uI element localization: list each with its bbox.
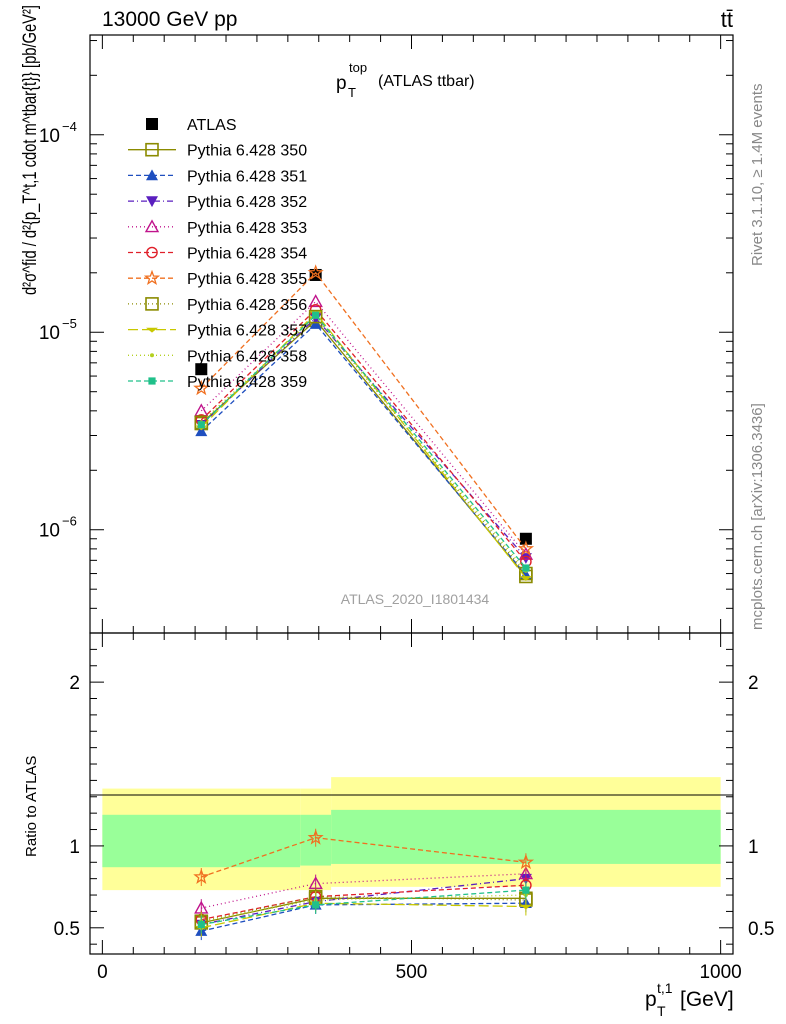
legend-label-5: Pythia 6.428 354 — [187, 246, 307, 263]
main-point-7-1 — [308, 309, 323, 324]
legend-marker-8 — [146, 327, 158, 333]
main-point-8-2 — [519, 576, 532, 581]
ratio-ylabel: Ratio to ATLAS — [23, 756, 40, 857]
x-axis-label-sup: t,1 — [657, 980, 673, 996]
legend-label-0: ATLAS — [187, 117, 237, 134]
legend-marker-0 — [146, 118, 158, 130]
ratio-point-9-0 — [197, 920, 205, 929]
ratio-series-line-4 — [201, 884, 526, 921]
main-point-10-2 — [522, 564, 530, 572]
ratio-xtick-label: 1000 — [699, 962, 741, 983]
legend-marker-10 — [148, 377, 156, 385]
ratio-xtick-label: 0 — [97, 962, 108, 983]
legend-label-4: Pythia 6.428 353 — [187, 220, 307, 237]
legend: ATLAS Pythia 6.428 350 Pythia 6.428 351 Pyt… — [128, 117, 307, 391]
main-title-main: p — [336, 73, 347, 94]
legend-marker-9 — [150, 353, 154, 358]
main-ytick-label: 10 — [39, 126, 60, 147]
ratio-point-5-0 — [193, 868, 210, 884]
legend-marker-6 — [143, 269, 161, 286]
legend-label-8: Pythia 6.428 357 — [187, 323, 307, 340]
main-ytick-label-exp: −5 — [62, 316, 77, 331]
main-plot-marks — [193, 264, 535, 584]
main-point-0-0 — [195, 363, 208, 376]
ratio-band-green-0 — [102, 814, 301, 868]
ratio-ytick-label-left: 0.5 — [54, 919, 80, 940]
ratio-ytick-label-right: 0.5 — [748, 919, 774, 940]
main-series-line-10 — [200, 314, 527, 569]
ratio-series-line-1 — [201, 902, 526, 932]
legend-label-10: Pythia 6.428 359 — [187, 374, 307, 391]
main-ticks: 10−610−510−4 — [39, 35, 733, 634]
main-point-6-1 — [307, 264, 324, 280]
ratio-point-9-2 — [522, 886, 530, 894]
legend-marker-1 — [145, 142, 159, 157]
main-series-line-5 — [200, 308, 527, 563]
rivet-label: Rivet 3.1.10, ≥ 1.4M events — [749, 84, 766, 267]
main-ytick-label: 10 — [39, 521, 60, 542]
legend-label-6: Pythia 6.428 355 — [187, 271, 307, 288]
ratio-point-5-2 — [517, 853, 535, 870]
x-axis-label-suffix: [GeV] — [680, 988, 734, 1011]
ratio-point-5-1 — [307, 829, 324, 845]
ratio-panel: 0.5 0.5 1 1 2 2 0 500 1000 Ratio to ATLAS p T t,… — [23, 632, 774, 1019]
watermark: ATLAS_2020_I1801434 — [341, 591, 490, 607]
main-series-line-6 — [200, 271, 527, 550]
main-point-6-2 — [517, 540, 535, 556]
energy-label: 13000 GeV pp — [102, 8, 237, 31]
main-title-suffix: (ATLAS ttbar) — [378, 73, 475, 90]
legend-label-9: Pythia 6.428 358 — [187, 348, 307, 365]
process-label: tt̄ — [721, 7, 733, 32]
legend-marker-3 — [146, 196, 158, 208]
ratio-ytick-label-left: 2 — [69, 673, 80, 694]
main-series-line-4 — [200, 300, 527, 555]
main-ytick-label-exp: −4 — [62, 119, 77, 134]
main-ylabel: d²σ^fid / d²{p_T^t,1 cdot m^tbar{t}} [pb… — [20, 5, 41, 295]
ratio-bands — [102, 777, 721, 891]
legend-marker-2 — [146, 169, 158, 181]
legend-marker-4 — [144, 219, 160, 233]
main-point-10-0 — [197, 421, 205, 429]
ratio-point-9-1 — [312, 901, 320, 909]
main-title-sup: top — [349, 60, 367, 75]
ratio-plot-marks — [193, 828, 535, 941]
x-axis-label-main: p — [645, 988, 657, 1011]
main-point-10-1 — [312, 311, 320, 319]
legend-label-2: Pythia 6.428 351 — [187, 168, 307, 185]
x-axis-label-sub: T — [657, 1003, 666, 1019]
legend-label-3: Pythia 6.428 352 — [187, 194, 307, 211]
main-ytick-label-exp: −6 — [62, 514, 77, 529]
main-point-4-1 — [308, 294, 323, 308]
main-panel: 10−610−510−4 p T top (ATLAS ttbar) d²σ^f… — [20, 5, 734, 634]
ratio-point-7-2 — [519, 904, 532, 910]
legend-marker-5 — [146, 246, 158, 259]
mcplots-label: mcplots.cern.ch [arXiv:1306.3436] — [749, 403, 766, 630]
main-y-axis-label: d²σ^fid / d²{p_T^t,1 cdot m^tbar{t}} [pb… — [20, 5, 41, 295]
legend-marker-7 — [145, 297, 159, 311]
ratio-ytick-label-left: 1 — [69, 837, 80, 858]
main-ytick-label: 10 — [39, 323, 60, 344]
ratio-xtick-label: 500 — [396, 962, 428, 983]
ratio-ytick-label-right: 1 — [748, 837, 759, 858]
legend-label-7: Pythia 6.428 356 — [187, 297, 307, 314]
main-title-sub: T — [348, 85, 356, 100]
ratio-ytick-label-right: 2 — [748, 673, 759, 694]
main-title: p — [336, 73, 347, 94]
main-point-6-0 — [193, 379, 210, 396]
ratio-ticks: 0.5 0.5 1 1 2 2 0 500 1000 — [54, 633, 774, 983]
main-point-0-2 — [519, 532, 532, 545]
legend-label-1: Pythia 6.428 350 — [187, 143, 307, 160]
